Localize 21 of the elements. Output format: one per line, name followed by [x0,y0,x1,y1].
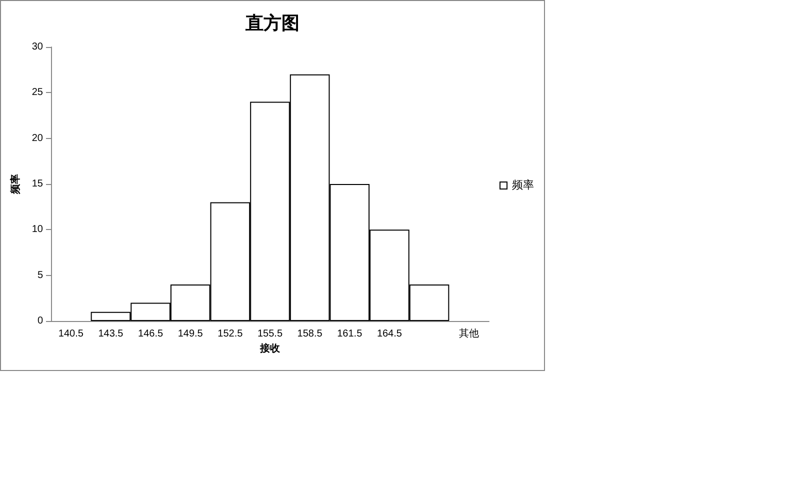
y-tick-label: 10 [32,224,44,236]
y-tick-label: 30 [32,42,44,52]
x-tick-label: 164.5 [376,328,402,340]
x-tick-label: 152.5 [218,328,244,340]
x-tick-label: 155.5 [257,328,283,340]
x-tick-label: 143.5 [98,328,124,340]
x-tick-label: 146.5 [138,328,164,340]
x-tick-label: 其他 [459,328,480,340]
y-axis-title: 频率 [9,174,22,195]
legend-label: 频率 [512,178,534,192]
y-tick-label: 5 [37,270,44,281]
y-tick-label: 0 [37,316,44,326]
x-tick-label: 140.5 [58,328,84,340]
y-tick-label: 25 [32,87,44,98]
x-tick-label: 161.5 [337,328,363,340]
x-tick-label: 158.5 [297,328,323,340]
y-tick-label: 20 [32,132,44,144]
y-tick-label: 15 [32,178,44,190]
chart-title: 直方图 [244,13,300,33]
x-axis-title: 接收 [259,342,281,354]
x-tick-label: 149.5 [178,328,204,340]
